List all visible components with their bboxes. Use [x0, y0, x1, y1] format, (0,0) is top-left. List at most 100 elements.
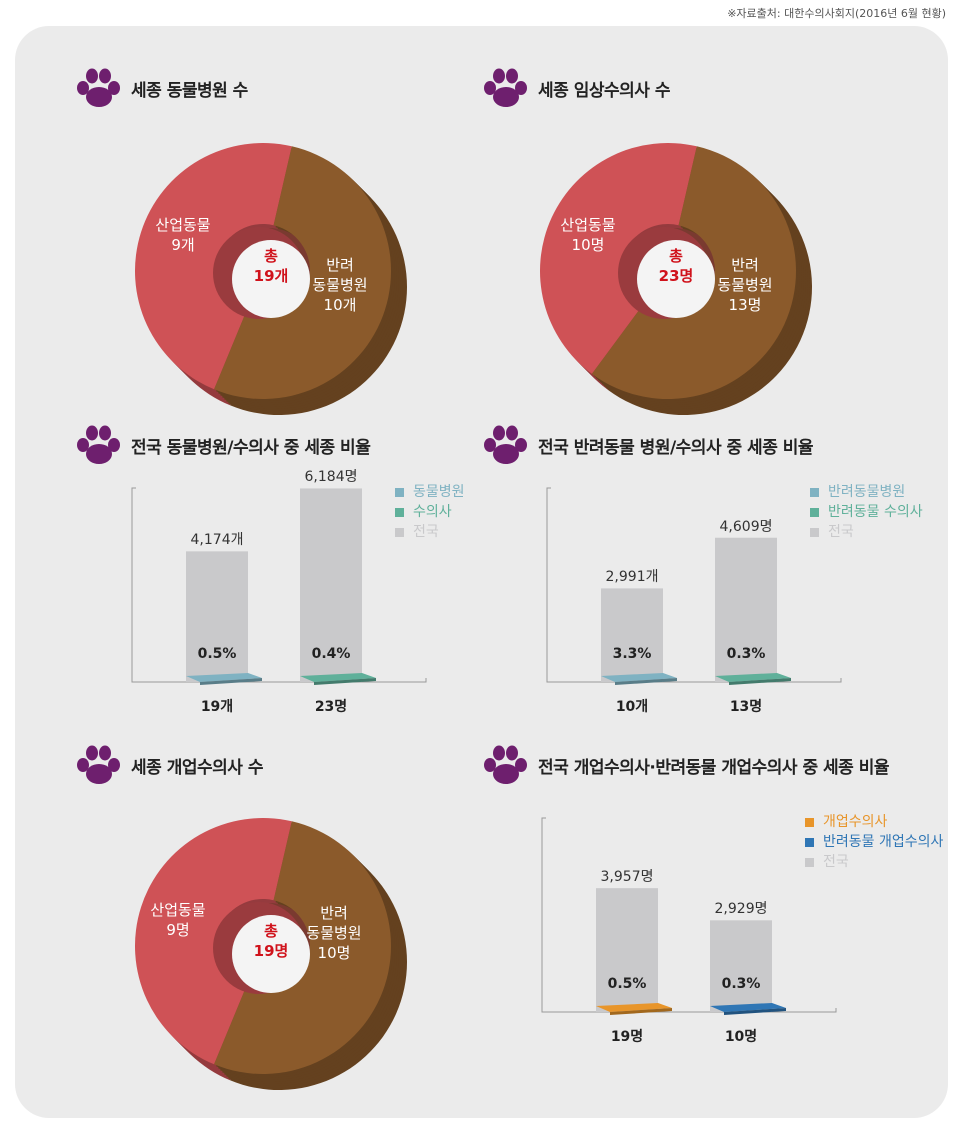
sejong-slab-edge [615, 678, 677, 685]
center-label-line: 총 [264, 247, 278, 265]
center-label-line: 총 [264, 922, 278, 940]
category-label: 19개 [200, 699, 234, 715]
center-label-line: 총 [669, 247, 683, 265]
paw-icon [484, 425, 527, 464]
legend-label: 전국 [828, 524, 854, 540]
slice-label-line: 10명 [317, 944, 351, 962]
donut-chart: 총 19명 산업동물 9명 반려 동물병원 10명 [135, 818, 435, 1108]
slice-label-line: 9명 [166, 921, 190, 939]
donut-slice-산업동물 [135, 143, 292, 390]
category-label: 13명 [729, 699, 763, 715]
sejong-slab-edge [729, 678, 791, 685]
legend-label: 수의사 [413, 504, 452, 520]
sejong-slab-edge [724, 1008, 786, 1015]
section-title-text: 세종 임상수의사 수 [538, 80, 670, 101]
legend-item: 반려동물병원 [810, 482, 923, 502]
national-value-label: 3,957명 [600, 869, 654, 886]
donut-slice-반려동물병원 [214, 146, 391, 399]
donut-slice-산업동물 [135, 818, 292, 1065]
slice-label-line: 동물병원 [717, 276, 773, 294]
sejong-slab [715, 673, 791, 682]
sejong-slab-edge [314, 678, 376, 685]
donut-center-label: 총 19명 [241, 921, 301, 961]
slice-label-line: 동물병원 [312, 276, 368, 294]
percent-label: 0.4% [311, 646, 351, 662]
legend-label: 개업수의사 [823, 814, 888, 830]
sejong-slab [601, 673, 677, 682]
national-bar [601, 588, 663, 682]
section-title-text: 전국 개업수의사·반려동물 개업수의사 중 세종 비율 [538, 757, 890, 778]
national-value-label: 4,609명 [719, 518, 773, 535]
paw-icon [484, 68, 527, 107]
sejong-slab [300, 673, 376, 682]
slice-label: 산업동물 9명 [133, 900, 223, 940]
category-label: 10개 [615, 699, 649, 715]
slice-label-line: 반려 [326, 256, 354, 274]
slice-label: 산업동물 9개 [138, 215, 228, 255]
slice-label-line: 반려 [320, 904, 348, 922]
national-bar [186, 551, 248, 682]
donut-hole [637, 240, 715, 318]
section-title: 세종 임상수의사 수 [482, 68, 670, 108]
legend-item: 전국 [810, 522, 923, 542]
legend-label: 전국 [823, 854, 849, 870]
slice-label: 산업동물 10명 [543, 215, 633, 255]
percent-label: 0.5% [607, 976, 647, 992]
center-label-line: 23명 [658, 267, 694, 285]
donut-hole [232, 240, 310, 318]
legend-label: 반려동물 개업수의사 [823, 834, 944, 850]
legend-item: 개업수의사 [805, 812, 943, 832]
national-value-label: 6,184명 [304, 469, 358, 486]
percent-label: 0.3% [721, 976, 761, 992]
donut-slice-반려동물병원 [591, 146, 796, 399]
legend-item: 동물병원 [395, 482, 465, 502]
national-value-label: 4,174개 [190, 532, 244, 549]
legend-swatch [810, 527, 819, 537]
axis [131, 487, 427, 683]
category-label: 23명 [314, 699, 348, 715]
national-bar [710, 920, 772, 1012]
section-title-text: 세종 동물병원 수 [131, 80, 248, 101]
source-note: ※자료출처: 대한수의사회지(2016년 6월 현황) [727, 7, 946, 20]
slice-label-line: 반려 [731, 256, 759, 274]
slice-label-line: 13명 [728, 296, 762, 314]
percent-label: 0.5% [197, 646, 237, 662]
slice-label-line: 산업동물 [150, 901, 206, 919]
sejong-slab [186, 673, 262, 682]
legend-swatch [805, 817, 814, 827]
section-title-text: 전국 동물병원/수의사 중 세종 비율 [131, 437, 371, 458]
section-title: 세종 동물병원 수 [75, 68, 248, 108]
paw-icon [77, 745, 120, 784]
legend-label: 전국 [413, 524, 439, 540]
donut-hole [232, 915, 310, 993]
axis [541, 817, 837, 1013]
legend-swatch [395, 507, 404, 517]
legend-swatch [805, 857, 814, 867]
section-title-text: 세종 개업수의사 수 [131, 757, 263, 778]
slice-label-line: 10명 [571, 236, 605, 254]
percent-label: 0.3% [726, 646, 766, 662]
sejong-slab-edge [200, 678, 262, 685]
paw-icon [484, 745, 527, 784]
national-bar [715, 537, 777, 682]
slice-label-line: 산업동물 [560, 216, 616, 234]
slice-label: 반려 동물병원 10명 [289, 903, 379, 963]
center-label-line: 19명 [253, 942, 289, 960]
donut-slice-반려동물병원 [214, 821, 391, 1074]
percent-label: 3.3% [612, 646, 652, 662]
national-bar [300, 488, 362, 682]
legend-item: 전국 [805, 852, 943, 872]
slice-label-line: 10개 [323, 296, 357, 314]
legend-label: 반려동물병원 [828, 484, 906, 500]
national-bar [596, 888, 658, 1012]
legend-label: 반려동물 수의사 [828, 504, 923, 520]
paw-icon [77, 425, 120, 464]
center-label-line: 19개 [253, 267, 289, 285]
legend-item: 반려동물 수의사 [810, 502, 923, 522]
